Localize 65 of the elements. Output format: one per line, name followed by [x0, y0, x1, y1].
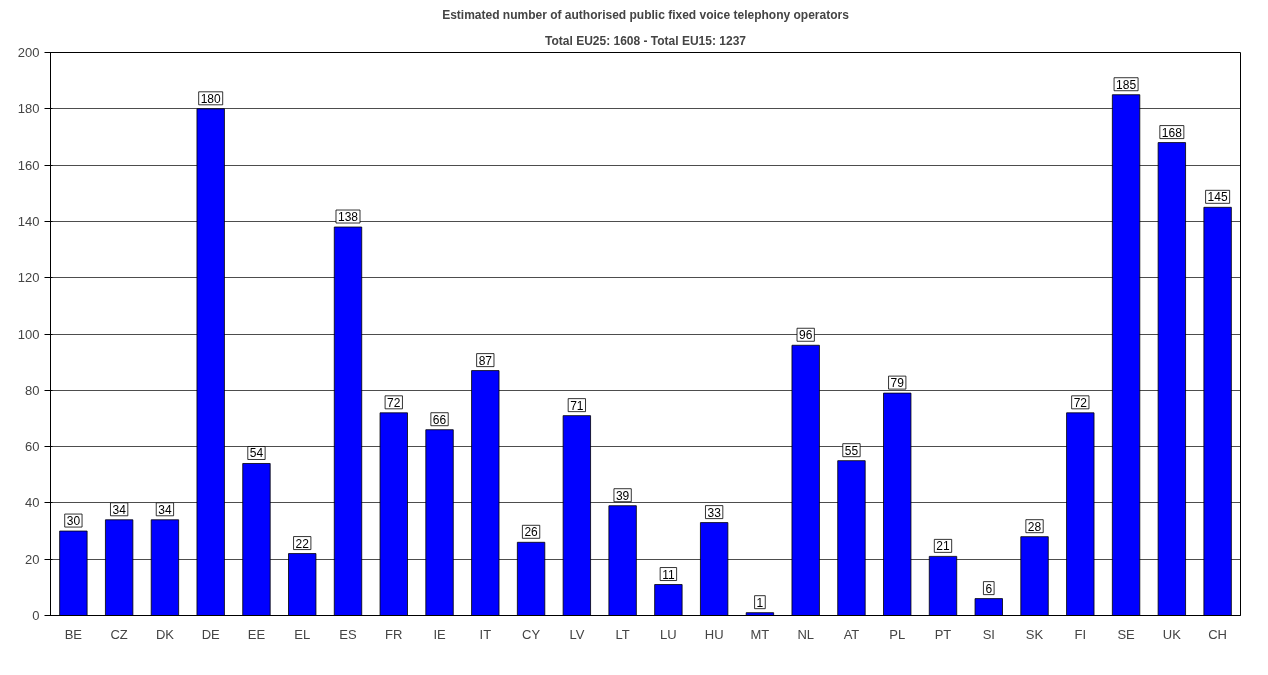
- data-label: 168: [1161, 125, 1183, 140]
- y-tick-label: 0: [32, 608, 40, 623]
- data-label: 21: [936, 539, 950, 554]
- data-label: 72: [1073, 395, 1088, 410]
- data-label: 71: [570, 398, 584, 413]
- y-tick-label: 100: [17, 326, 40, 342]
- x-tick-label: UK: [1162, 626, 1182, 642]
- data-label: 11: [662, 567, 675, 582]
- data-label: 138: [337, 210, 359, 225]
- data-label: 66: [432, 412, 447, 427]
- data-label: 185: [1116, 77, 1137, 92]
- x-tick-label: LU: [660, 626, 677, 642]
- data-label: 55: [844, 443, 859, 458]
- data-label: 28: [1027, 519, 1042, 534]
- y-tick-label: 160: [17, 157, 40, 173]
- data-label: 30: [66, 514, 81, 529]
- data-label: 180: [200, 91, 222, 106]
- x-tick-label: NL: [797, 626, 815, 642]
- data-label: 34: [158, 502, 172, 517]
- x-tick-label: SE: [1117, 626, 1136, 642]
- data-label: 96: [799, 328, 813, 343]
- y-tick-label: 200: [17, 45, 40, 60]
- x-tick-label: SK: [1025, 626, 1044, 642]
- x-tick-label: IE: [433, 626, 447, 642]
- x-tick-label: LV: [569, 626, 585, 642]
- y-tick-label: 40: [25, 495, 40, 511]
- x-tick-label: EE: [247, 626, 266, 642]
- x-tick-label: CH: [1208, 626, 1228, 642]
- y-tick-label: 120: [17, 270, 40, 286]
- data-label: 145: [1207, 190, 1228, 205]
- x-tick-label: DK: [155, 626, 175, 642]
- data-label: 72: [387, 395, 401, 410]
- x-tick-label: AT: [843, 626, 860, 642]
- chart-subtitle: Total EU25: 1608 - Total EU15: 1237: [545, 33, 747, 48]
- x-tick-label: FI: [1074, 626, 1087, 642]
- y-tick-label: 140: [17, 213, 40, 229]
- x-tick-label: BE: [64, 626, 83, 642]
- y-tick-label: 60: [25, 439, 40, 455]
- data-label: 34: [112, 502, 127, 517]
- y-tick-label: 180: [17, 101, 40, 117]
- y-tick-label: 20: [25, 551, 40, 567]
- x-tick-label: HU: [704, 626, 724, 642]
- x-tick-label: PT: [934, 626, 952, 642]
- y-tick-label: 80: [25, 382, 40, 398]
- data-label: 33: [707, 505, 722, 520]
- data-label: 22: [295, 536, 310, 551]
- data-label: 1: [756, 595, 764, 610]
- x-tick-label: FR: [385, 626, 403, 642]
- data-label: 79: [890, 376, 905, 391]
- x-tick-label: SI: [982, 626, 995, 642]
- x-tick-label: EL: [294, 626, 311, 642]
- data-label: 39: [615, 488, 630, 503]
- data-label: 87: [478, 353, 493, 368]
- x-tick-label: LT: [615, 626, 630, 642]
- x-tick-label: PL: [889, 626, 906, 642]
- x-tick-label: CZ: [110, 626, 128, 642]
- x-tick-label: MT: [750, 626, 770, 642]
- data-label: 26: [524, 525, 539, 540]
- x-tick-label: CY: [522, 626, 541, 642]
- x-tick-label: IT: [479, 626, 492, 642]
- chart-title: Estimated number of authorised public fixed voice telephony operators: [442, 7, 850, 22]
- data-label: 6: [985, 581, 993, 596]
- x-tick-label: DE: [201, 626, 221, 642]
- data-label: 54: [249, 446, 264, 461]
- x-tick-label: ES: [339, 626, 357, 642]
